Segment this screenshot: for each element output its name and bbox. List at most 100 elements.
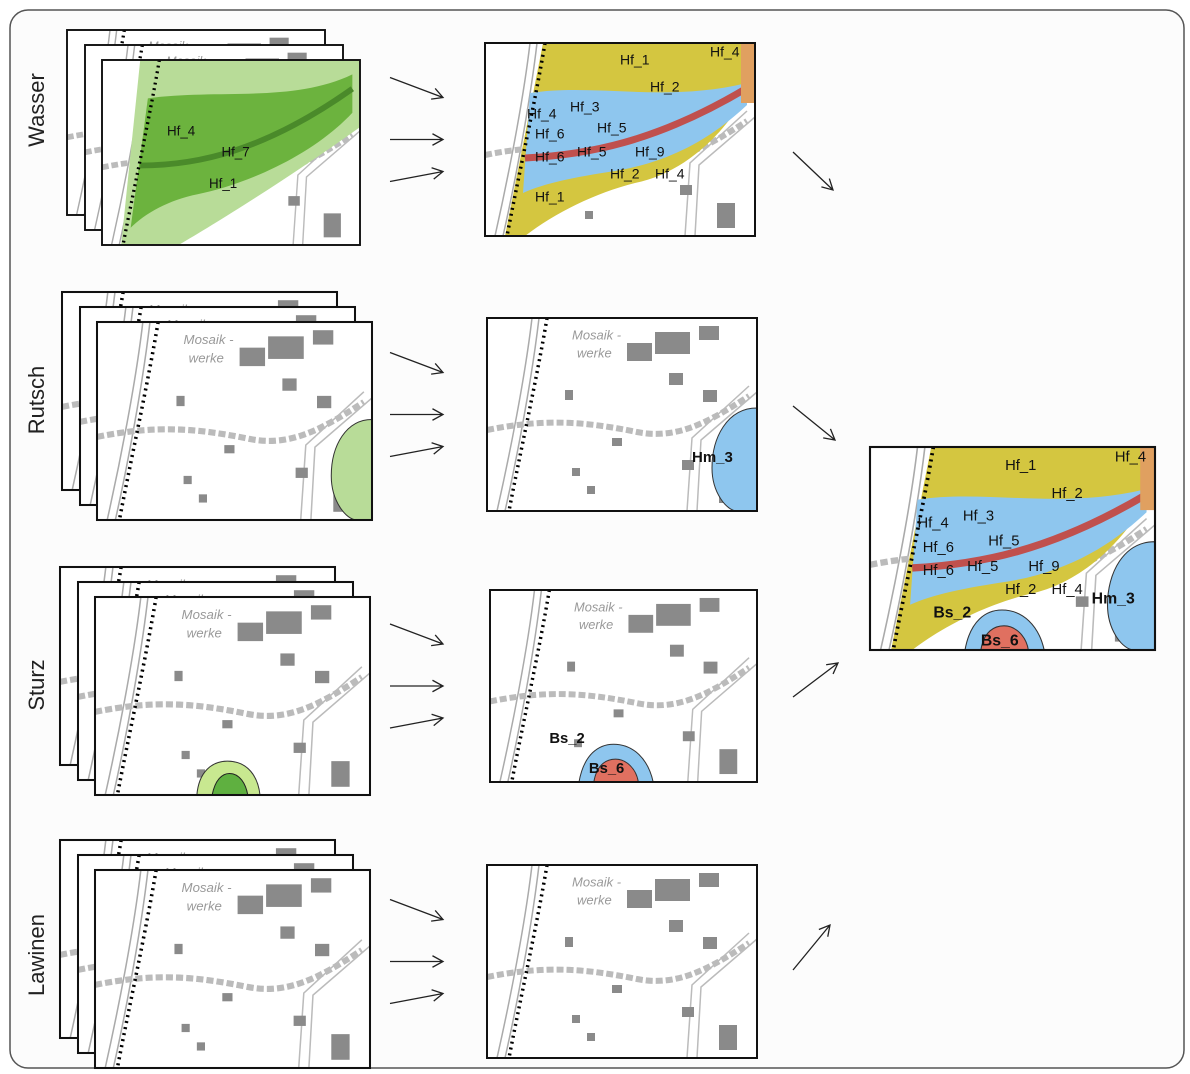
hazard-label: Hm_3 xyxy=(1092,591,1135,608)
building xyxy=(315,671,329,683)
hazard-label: Hf_3 xyxy=(570,99,600,115)
hazard-label: Hf_2 xyxy=(1005,582,1036,598)
building xyxy=(184,476,192,484)
hazard-label: Hf_2 xyxy=(1052,486,1083,502)
building xyxy=(324,213,341,237)
diagram: WasserMosaik -werkeMosaik -werkeMosaik -… xyxy=(0,0,1190,1074)
building xyxy=(703,937,717,949)
hazard-label: Hf_4 xyxy=(710,44,740,60)
hazard-label: Hf_6 xyxy=(535,126,565,142)
hazard-label: Hf_9 xyxy=(1028,559,1059,575)
hazard-label: Hf_4 xyxy=(1052,582,1083,598)
building xyxy=(294,1016,306,1026)
building xyxy=(669,920,683,932)
building xyxy=(612,985,622,993)
hazard-label: Hf_1 xyxy=(535,189,565,205)
hazard-label: Hf_4 xyxy=(1115,449,1146,465)
hazard-label: Bs_2 xyxy=(933,604,971,621)
place-label: werke xyxy=(189,350,224,365)
hazard-label: Hf_2 xyxy=(650,79,680,95)
building xyxy=(585,211,593,219)
building xyxy=(296,468,308,478)
building xyxy=(656,604,691,626)
building xyxy=(266,884,302,907)
row-label: Wasser xyxy=(24,73,49,147)
building xyxy=(294,743,306,753)
building xyxy=(282,378,296,390)
building xyxy=(699,326,719,340)
building xyxy=(627,343,652,361)
building xyxy=(199,494,207,502)
building xyxy=(197,1042,205,1050)
building xyxy=(331,1034,349,1060)
place-label: Mosaik - xyxy=(572,874,622,889)
building xyxy=(311,605,331,619)
building xyxy=(572,468,580,476)
building xyxy=(567,662,575,672)
zone-orange xyxy=(741,43,755,103)
building xyxy=(315,944,329,956)
building xyxy=(174,944,182,954)
building xyxy=(176,396,184,406)
map: Mosaik - werke Bs_2 Bs_6 xyxy=(490,590,757,782)
building xyxy=(174,671,182,681)
hazard-label: Hf_5 xyxy=(988,534,1019,550)
place-label: Mosaik - xyxy=(574,599,623,614)
hazard-label: Hf_9 xyxy=(635,144,665,160)
building xyxy=(317,396,331,408)
building xyxy=(717,203,735,228)
place-label: werke xyxy=(577,892,612,907)
building xyxy=(699,873,719,887)
building xyxy=(683,731,695,741)
place-label: werke xyxy=(579,617,613,632)
row-label: Lawinen xyxy=(24,914,49,996)
building xyxy=(280,926,294,938)
hazard-label: Hm_3 xyxy=(692,449,733,466)
map: Mosaik -werke xyxy=(95,870,370,1068)
hazard-label: Hf_5 xyxy=(597,120,627,136)
hazard-label: Hf_1 xyxy=(209,176,237,191)
hazard-label: Hf_5 xyxy=(967,559,998,575)
building xyxy=(280,653,294,665)
hazard-label: Hf_6 xyxy=(923,563,954,579)
building xyxy=(311,878,331,892)
hazard-label: Hf_4 xyxy=(167,123,196,138)
hazard-label: Bs_6 xyxy=(589,761,624,777)
building xyxy=(655,879,690,901)
building xyxy=(719,1025,737,1050)
building xyxy=(268,336,304,359)
map: Mosaik -werkeHf_1Hf_4Hf_2Hf_4Hf_3Hf_6Hf_… xyxy=(485,43,755,236)
hazard-label: Hf_4 xyxy=(527,106,557,122)
building xyxy=(682,1007,694,1017)
place-label: werke xyxy=(577,345,612,360)
building xyxy=(628,615,653,633)
hazard-label: Hf_1 xyxy=(1005,458,1036,474)
building xyxy=(565,390,573,400)
building xyxy=(565,937,573,947)
hazard-label: Hf_5 xyxy=(577,144,607,160)
hazard-label: Hf_2 xyxy=(610,166,640,182)
building xyxy=(572,1015,580,1023)
map: Mosaik -werkeHf_1Hf_4Hf_2Hf_4Hf_3Hf_6Hf_… xyxy=(870,447,1155,650)
map: Mosaik - werke xyxy=(487,865,757,1058)
building xyxy=(669,373,683,385)
building xyxy=(612,438,622,446)
hazard-label: Hf_1 xyxy=(620,52,650,68)
building xyxy=(222,720,232,728)
place-label: Mosaik - xyxy=(184,332,235,347)
building xyxy=(680,185,692,195)
hazard-label: Bs_2 xyxy=(549,731,584,747)
hazard-label: Hf_4 xyxy=(655,166,685,182)
place-label: Mosaik - xyxy=(182,880,233,895)
building xyxy=(182,751,190,759)
row-label: Sturz xyxy=(24,659,49,710)
building xyxy=(238,896,263,914)
building xyxy=(224,445,234,453)
place-label: Mosaik - xyxy=(572,327,622,342)
building xyxy=(266,611,302,634)
building xyxy=(704,662,718,674)
building xyxy=(614,709,624,717)
building xyxy=(655,332,690,354)
building xyxy=(182,1024,190,1032)
building xyxy=(240,348,265,366)
